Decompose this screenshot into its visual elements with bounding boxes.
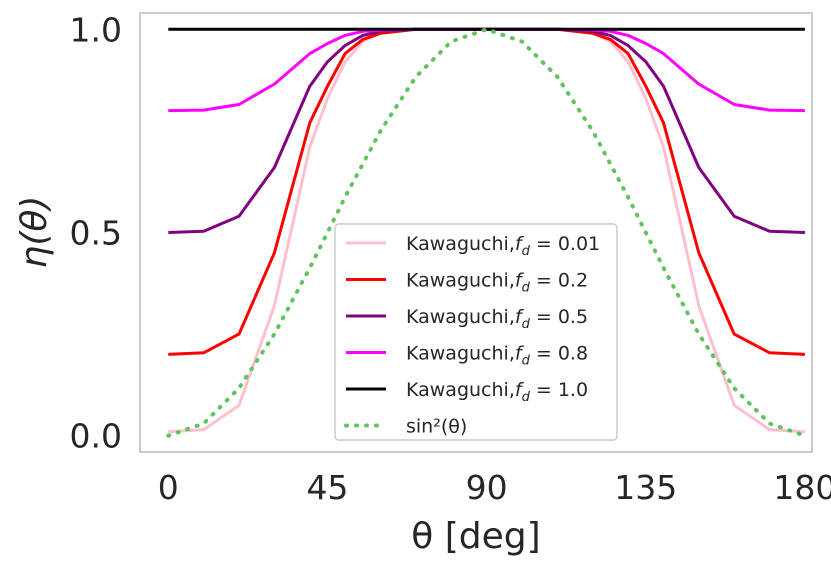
series-line-6 xyxy=(166,27,807,438)
x-tick-label: 180 xyxy=(773,468,831,507)
series-layer xyxy=(166,27,807,438)
legend-box xyxy=(334,223,618,441)
legend: Kawaguchi,fd = 0.01 Kawaguchi,fd = 0.2 Kaw… xyxy=(334,223,618,441)
legend-label: Kawaguchi,fd = 0.01 xyxy=(406,233,600,259)
legend-label: Kawaguchi,fd = 1.0 xyxy=(406,379,588,405)
legend-label: sin²(θ) xyxy=(406,416,467,438)
y-tick-label: 0.0 xyxy=(70,417,122,456)
legend-label: Kawaguchi,fd = 0.5 xyxy=(406,306,588,332)
x-tick-label: 45 xyxy=(306,468,348,507)
x-tick-label: 135 xyxy=(614,468,677,507)
y-axis-label: η(θ) xyxy=(14,196,55,269)
legend-label: Kawaguchi,fd = 0.2 xyxy=(406,270,588,296)
y-tick-label: 1.0 xyxy=(70,10,122,49)
y-axis-ticks: 0.0 0.5 1.0 xyxy=(70,10,122,455)
legend-label: Kawaguchi,fd = 0.8 xyxy=(406,343,588,369)
x-axis-label: θ [deg] xyxy=(411,516,540,557)
x-axis-ticks: 0 45 90 135 180 xyxy=(158,468,831,507)
x-tick-label: 90 xyxy=(466,468,508,507)
y-tick-label: 0.5 xyxy=(70,214,122,253)
x-tick-label: 0 xyxy=(158,468,179,507)
